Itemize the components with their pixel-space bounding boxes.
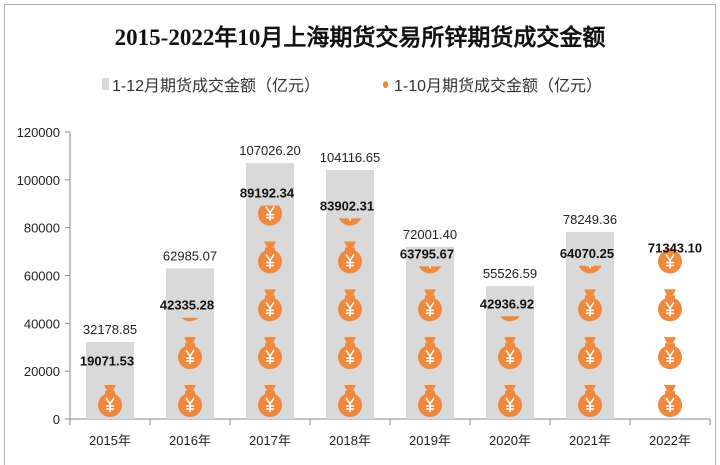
money-bag-yuan-icon <box>657 336 683 370</box>
y-tick-label: 100000 <box>17 173 60 188</box>
y-tick-label: 60000 <box>24 269 60 284</box>
money-bag-icon <box>383 80 388 88</box>
legend-label: 1-10月期货成交金额（亿元） <box>394 78 603 95</box>
money-bag-yuan-icon <box>657 288 683 323</box>
bar-jan-oct-label: 64070.25 <box>560 246 614 261</box>
money-bag-yuan-icon <box>418 194 442 226</box>
x-tick-label: 2016年 <box>169 433 211 448</box>
y-tick-label: 80000 <box>24 221 60 236</box>
y-tick-label: 120000 <box>17 125 60 140</box>
x-tick-label: 2015年 <box>89 433 131 448</box>
money-bag-yuan-icon <box>657 384 683 418</box>
pictograph-jan-oct <box>657 194 683 418</box>
legend-swatch-gray <box>102 78 109 90</box>
bar-jan-oct-label: 19071.53 <box>80 353 134 368</box>
chart-svg: 0 20000 40000 60000 80000 100000 120000 2015年 32… <box>17 125 711 448</box>
legend-label: 1-12月期货成交金额（亿元） <box>112 78 321 95</box>
bar-full-year-label: 55526.59 <box>483 266 537 281</box>
bar-jan-oct-label: 42936.92 <box>480 296 534 311</box>
x-tick-label: 2017年 <box>249 433 291 448</box>
legend-item-jan-oct: 1-10月期货成交金额（亿元） <box>383 72 602 96</box>
chart-title: 2015-2022年10月上海期货交易所锌期货成交金额 <box>114 25 606 50</box>
bar-jan-oct-label: 89192.34 <box>240 186 295 201</box>
money-bag-yuan-icon <box>658 194 682 226</box>
bar-full-year-label: 32178.85 <box>83 322 137 337</box>
bar-jan-oct-label: 83902.31 <box>320 198 374 213</box>
bar-jan-oct-label: 42335.28 <box>160 298 214 313</box>
bar-full-year-label: 107026.20 <box>239 143 300 158</box>
x-tick-label: 2020年 <box>489 433 531 448</box>
bar-jan-oct-label: 63795.67 <box>400 246 454 261</box>
x-tick-label: 2022年 <box>649 433 691 448</box>
bar-full-year-label: 72001.40 <box>403 227 457 242</box>
bar-full-year-label: 62985.07 <box>163 248 217 263</box>
bar-full-year-label: 104116.65 <box>320 150 381 165</box>
y-tick-label: 20000 <box>24 364 60 379</box>
x-tick-label: 2018年 <box>329 433 371 448</box>
chart-frame <box>4 4 716 465</box>
legend-item-full-year: 1-12月期货成交金额（亿元） <box>102 72 320 96</box>
bar-jan-oct-label: 71343.10 <box>648 240 702 255</box>
x-tick-label: 2021年 <box>569 433 611 448</box>
y-tick-label: 40000 <box>24 316 60 331</box>
y-tick-label: 0 <box>53 412 60 427</box>
bar-full-year-label: 78249.36 <box>563 212 617 227</box>
x-tick-label: 2019年 <box>409 433 451 448</box>
